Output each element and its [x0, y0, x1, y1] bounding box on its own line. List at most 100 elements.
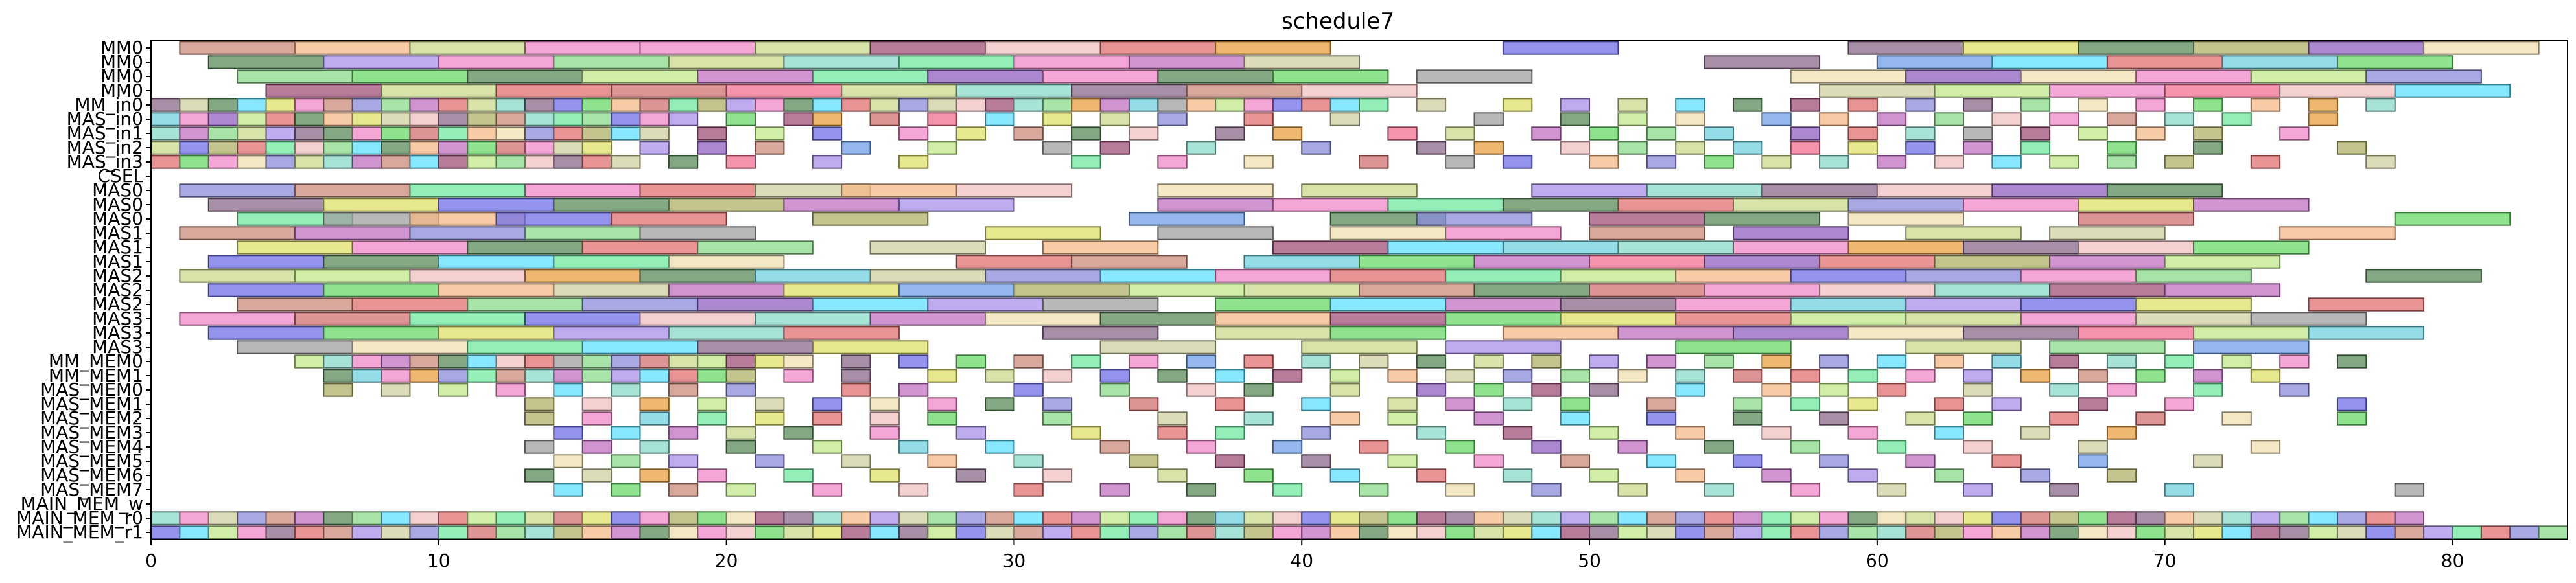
schedule-bar: [1991, 525, 2022, 540]
schedule-bar: [1215, 126, 1245, 141]
schedule-bar: [898, 55, 1015, 69]
schedule-bar: [725, 369, 756, 383]
schedule-bar: [898, 126, 929, 141]
schedule-bar: [1963, 525, 1993, 540]
y-tick-label: MAS3: [92, 308, 143, 329]
schedule-bar: [1243, 383, 1274, 397]
y-tick-label: MAS3: [92, 322, 143, 343]
schedule-bar: [1732, 411, 1763, 426]
schedule-bar: [1876, 483, 1907, 497]
schedule-bar: [1675, 269, 1792, 283]
schedule-bar: [553, 354, 583, 369]
schedule-bar: [1876, 55, 1993, 69]
schedule-bar: [812, 155, 843, 169]
schedule-bar: [927, 369, 957, 383]
x-tick-label: 50: [1578, 550, 1601, 571]
schedule-bar: [869, 312, 987, 326]
schedule-bar: [2049, 411, 2079, 426]
schedule-bar: [1071, 126, 1101, 141]
schedule-bar: [1963, 483, 1993, 497]
schedule-bar: [409, 269, 526, 283]
schedule-bar: [1646, 454, 1677, 468]
schedule-bar: [1617, 440, 1648, 454]
schedule-bar: [1847, 212, 1964, 226]
schedule-bar: [265, 112, 296, 126]
schedule-bar: [524, 141, 555, 155]
schedule-bar: [697, 98, 727, 112]
schedule-bar: [323, 98, 353, 112]
schedule-bar: [869, 98, 900, 112]
schedule-bar: [179, 98, 209, 112]
schedule-bar: [697, 369, 727, 383]
schedule-bar: [1646, 397, 1677, 411]
schedule-bar: [237, 141, 267, 155]
schedule-bar: [438, 383, 469, 397]
schedule-bar: [381, 155, 411, 169]
schedule-bar: [755, 454, 785, 468]
schedule-bar: [1128, 454, 1159, 468]
schedule-bar: [611, 98, 641, 112]
schedule-bar: [611, 483, 641, 497]
schedule-bar: [1905, 297, 2022, 312]
schedule-bar: [1934, 112, 1965, 126]
schedule-bar: [409, 525, 439, 540]
schedule-bar: [1502, 198, 1619, 212]
schedule-bar: [1732, 525, 1763, 540]
schedule-bar: [351, 525, 382, 540]
schedule-bar: [2509, 525, 2540, 540]
schedule-bar: [611, 212, 727, 226]
schedule-bar: [869, 397, 900, 411]
schedule-bar: [1473, 112, 1504, 126]
schedule-bar: [438, 354, 469, 369]
schedule-bar: [755, 141, 785, 155]
schedule-bar: [1876, 183, 1993, 198]
schedule-bar: [1416, 426, 1447, 440]
schedule-bar: [1359, 483, 1389, 497]
schedule-bar: [1905, 98, 1936, 112]
y-tick-label: MAS2: [92, 279, 143, 301]
schedule-bar: [179, 511, 209, 525]
schedule-bar: [207, 255, 325, 269]
schedule-bar: [1329, 383, 1361, 397]
schedule-bar: [1847, 326, 1964, 340]
schedule-bar: [955, 183, 1073, 198]
schedule-bar: [1329, 226, 1447, 240]
schedule-bar: [1531, 511, 1562, 525]
schedule-bar: [1215, 426, 1245, 440]
schedule-bar: [2279, 511, 2310, 525]
schedule-bar: [1589, 126, 1619, 141]
schedule-bar: [1531, 440, 1562, 454]
schedule-bar: [1272, 240, 1389, 255]
schedule-bar: [1991, 454, 2022, 468]
schedule-bar: [1560, 525, 1591, 540]
schedule-bar: [2279, 126, 2310, 141]
schedule-bar: [351, 369, 382, 383]
schedule-bar: [869, 525, 900, 540]
schedule-bar: [409, 41, 526, 55]
schedule-bar: [955, 525, 987, 540]
schedule-bar: [697, 297, 814, 312]
schedule-bar: [207, 326, 325, 340]
schedule-bar: [898, 511, 929, 525]
schedule-bar: [1847, 397, 1878, 411]
schedule-bar: [1013, 454, 1044, 468]
schedule-bar: [1502, 41, 1619, 55]
schedule-bar: [553, 141, 583, 155]
schedule-bar: [1071, 426, 1101, 440]
schedule-bar: [2020, 369, 2051, 383]
schedule-bar: [1991, 511, 2022, 525]
schedule-bar: [2135, 69, 2252, 84]
schedule-bar: [524, 369, 555, 383]
schedule-bar: [2394, 511, 2425, 525]
schedule-bar: [2164, 112, 2195, 126]
schedule-bar: [783, 369, 814, 383]
schedule-bar: [1819, 112, 1849, 126]
schedule-bar: [1560, 297, 1677, 312]
schedule-bar: [2164, 511, 2195, 525]
schedule-bar: [668, 525, 699, 540]
schedule-bar: [1243, 98, 1274, 112]
schedule-bar: [1243, 155, 1274, 169]
schedule-bar: [2078, 240, 2195, 255]
schedule-bar: [553, 454, 583, 468]
schedule-bar: [179, 155, 209, 169]
